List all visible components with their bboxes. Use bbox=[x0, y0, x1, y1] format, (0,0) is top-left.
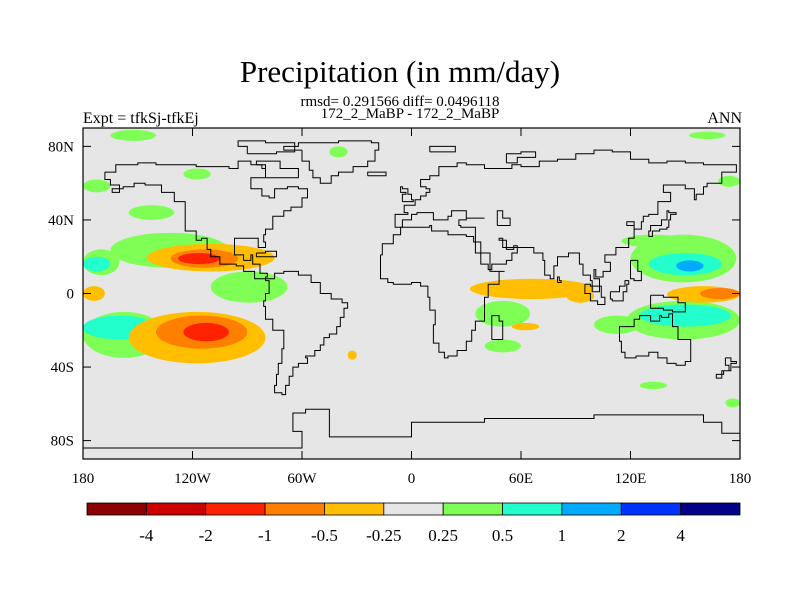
experiment-label: Expt = tfkSj-tfkEj bbox=[83, 110, 199, 127]
coastline-uk bbox=[400, 186, 414, 203]
anomaly-regions bbox=[83, 129, 740, 408]
y-tick-label: 40S bbox=[51, 360, 74, 376]
anomaly-region-26 bbox=[469, 278, 594, 300]
anomaly-region-20 bbox=[676, 260, 704, 272]
coastline-iceland bbox=[367, 171, 387, 177]
colorbar-swatch-2 bbox=[145, 502, 207, 516]
anomaly-region-14 bbox=[128, 205, 175, 220]
coastline-south-america bbox=[263, 270, 349, 396]
x-tick-label: 120E bbox=[615, 471, 647, 487]
coastline-africa bbox=[380, 225, 505, 359]
coastline-sri-lanka bbox=[557, 276, 562, 283]
coastline-svalbard bbox=[429, 145, 456, 153]
anomaly-region-4 bbox=[177, 253, 220, 265]
anomaly-region-27 bbox=[475, 300, 531, 327]
anomaly-region-25 bbox=[594, 315, 640, 334]
y-tick-label: 40N bbox=[48, 213, 74, 229]
x-tick-label: 0 bbox=[408, 471, 416, 487]
coastline-australia bbox=[619, 313, 692, 366]
anomaly-region-29 bbox=[566, 289, 594, 303]
coastline-madagascar bbox=[491, 315, 504, 340]
coastline-ellesmere bbox=[237, 140, 296, 155]
anomaly-region-12 bbox=[83, 286, 105, 301]
x-tick-label: 180 bbox=[72, 471, 95, 487]
anomaly-region-13 bbox=[210, 271, 288, 303]
coastline-cuba bbox=[255, 250, 277, 258]
colorbar-label: 1 bbox=[558, 526, 567, 545]
coastlines bbox=[83, 140, 740, 449]
map-background bbox=[83, 128, 740, 459]
colorbar-swatch-11 bbox=[680, 502, 741, 516]
colorbar-swatch-8 bbox=[502, 502, 563, 516]
coastline-caspian bbox=[496, 210, 511, 226]
colorbar-label: -1 bbox=[258, 526, 272, 545]
anomaly-region-37 bbox=[725, 398, 740, 408]
chart-subtitle: 172_2_MaBP - 172_2_MaBP bbox=[320, 106, 500, 122]
colorbar-swatch-10 bbox=[620, 502, 682, 516]
anomaly-region-9 bbox=[183, 322, 229, 342]
anomaly-region-35 bbox=[347, 350, 357, 360]
anomaly-region-36 bbox=[639, 381, 667, 390]
anomaly-region-28 bbox=[484, 339, 521, 353]
coastline-eurasia bbox=[394, 149, 737, 293]
coastline-antarctica bbox=[83, 408, 740, 449]
x-tick-label: 60W bbox=[287, 471, 317, 487]
coastline-sumatra bbox=[584, 283, 606, 305]
colorbar-label: -4 bbox=[139, 526, 154, 545]
coastline-baffin bbox=[255, 160, 299, 179]
colorbar-swatch-6 bbox=[383, 502, 444, 516]
colorbar-swatch-4 bbox=[264, 502, 325, 516]
anomaly-region-15 bbox=[83, 179, 111, 193]
colorbar-label: -0.25 bbox=[366, 526, 401, 545]
rmsd-diff-line: rmsd= 0.291566 diff= 0.0496118 bbox=[300, 94, 500, 110]
coastline-north-america bbox=[104, 160, 308, 280]
anomaly-region-30 bbox=[511, 322, 540, 331]
colorbar-swatch-1 bbox=[86, 502, 147, 516]
coastline-greenland bbox=[283, 140, 380, 184]
colorbar-label: 4 bbox=[676, 526, 685, 545]
anomaly-region-22 bbox=[639, 304, 731, 327]
colorbar: -4 -2 -1 -0.5 -0.25 0.25 0.5 1 2 4 bbox=[86, 502, 741, 545]
x-tick-label: 180 bbox=[729, 471, 752, 487]
anomaly-region-34 bbox=[329, 146, 348, 158]
season-label: ANN bbox=[707, 110, 742, 127]
x-tick-label: 60E bbox=[509, 471, 533, 487]
y-tick-label: 0 bbox=[67, 287, 75, 303]
anomaly-region-32 bbox=[688, 131, 726, 140]
chart-title: Precipitation (in mm/day) bbox=[239, 54, 561, 89]
colorbar-label: -2 bbox=[199, 526, 213, 545]
colorbar-swatch-5 bbox=[324, 502, 385, 516]
x-tick-label: 120W bbox=[174, 471, 212, 487]
anomaly-region-11 bbox=[83, 256, 111, 272]
y-tick-label: 80S bbox=[51, 434, 74, 450]
colorbar-swatch-7 bbox=[442, 502, 503, 516]
anomaly-region-24 bbox=[699, 287, 740, 300]
coastline-borneo bbox=[609, 280, 630, 302]
colorbar-label: -0.5 bbox=[311, 526, 338, 545]
anomaly-region-33 bbox=[718, 175, 740, 187]
coastline-new-guinea bbox=[650, 294, 686, 313]
coastline-new-zealand bbox=[715, 357, 737, 379]
anomaly-region-17 bbox=[183, 168, 211, 180]
colorbar-swatch-9 bbox=[561, 502, 622, 516]
colorbar-label: 0.25 bbox=[428, 526, 458, 545]
y-tick-label: 80N bbox=[48, 139, 74, 155]
coastline-philippines bbox=[630, 259, 642, 282]
colorbar-label: 2 bbox=[617, 526, 626, 545]
anomaly-region-16 bbox=[110, 129, 156, 141]
coastline-japan bbox=[648, 210, 677, 237]
anomaly-region-31 bbox=[621, 234, 686, 248]
axis-ticks: 180 120W 60W 0 60E 120E 180 80N 40N 0 40S 80S bbox=[48, 128, 751, 487]
colorbar-swatch-3 bbox=[205, 502, 266, 516]
colorbar-label: 0.5 bbox=[492, 526, 513, 545]
coastline-novaya-zemlya bbox=[505, 151, 537, 164]
